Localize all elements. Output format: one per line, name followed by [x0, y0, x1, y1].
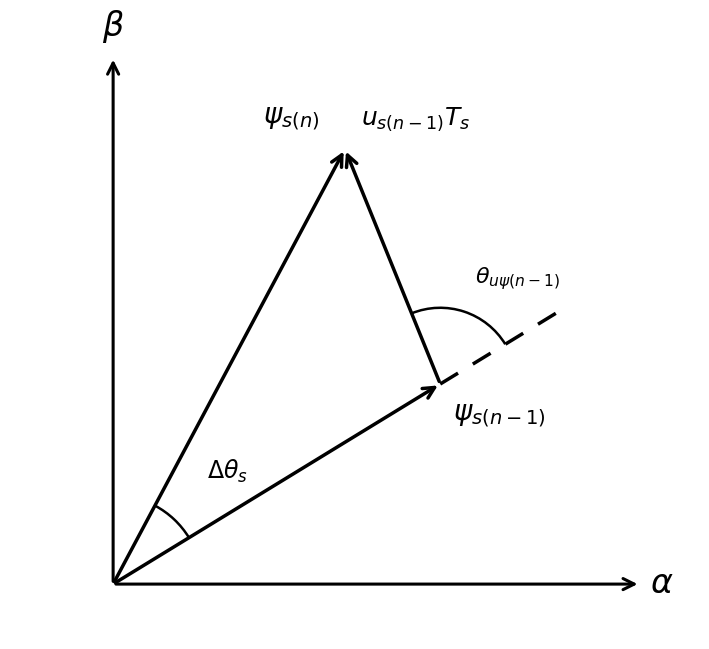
Text: $\psi_{s(n)}$: $\psi_{s(n)}$: [263, 106, 320, 133]
Text: $\beta$: $\beta$: [102, 8, 124, 45]
Text: $\alpha$: $\alpha$: [650, 568, 674, 600]
Text: $\theta_{u\psi(n-1)}$: $\theta_{u\psi(n-1)}$: [475, 265, 561, 292]
Text: $\psi_{s(n-1)}$: $\psi_{s(n-1)}$: [453, 403, 545, 430]
Text: $\Delta\theta_s$: $\Delta\theta_s$: [207, 458, 247, 485]
Text: $u_{s(n-1)}T_s$: $u_{s(n-1)}T_s$: [361, 106, 470, 133]
